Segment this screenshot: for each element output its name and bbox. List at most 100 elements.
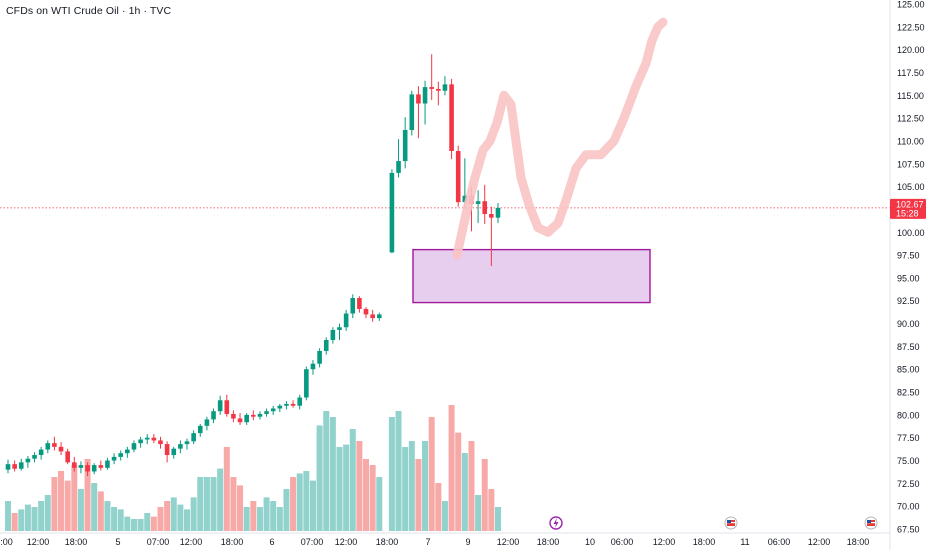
time-tick-label: 12:00 xyxy=(27,537,50,547)
lightning-glyph xyxy=(553,518,559,528)
volume-bar xyxy=(157,507,164,531)
time-tick-label: 9 xyxy=(465,537,470,547)
candle-body xyxy=(144,437,150,440)
volume-bar xyxy=(303,471,310,531)
candle-body xyxy=(402,130,408,162)
volume-bar xyxy=(336,447,343,531)
volume-bar xyxy=(77,489,84,531)
time-tick-label: 18:00 xyxy=(847,537,870,547)
price-tick-label: 80.00 xyxy=(897,410,920,420)
candle-body xyxy=(429,87,434,89)
volume-bar xyxy=(455,432,462,531)
volume-bar xyxy=(210,477,217,531)
candle-body xyxy=(270,408,276,412)
flag-canton xyxy=(727,520,731,523)
candle-body xyxy=(337,327,342,330)
candle-body xyxy=(304,369,309,398)
time-tick-label: 18:00 xyxy=(65,537,88,547)
candle-body xyxy=(462,195,468,203)
time-tick-label: 10 xyxy=(585,537,595,547)
volume-bar xyxy=(197,477,204,531)
time-tick-label: 7:00 xyxy=(0,537,13,547)
projection-path-layer[interactable] xyxy=(452,17,668,260)
price-tick-label: 107.50 xyxy=(897,159,925,169)
volume-bar xyxy=(190,497,197,531)
candle-body xyxy=(58,446,64,452)
candle-body xyxy=(125,449,130,454)
volume-bar xyxy=(494,507,501,531)
price-tick-label: 110.00 xyxy=(897,136,924,146)
volume-bar xyxy=(408,441,415,531)
candle-body xyxy=(197,425,203,434)
candle-body xyxy=(85,465,90,472)
price-tick-label: 67.50 xyxy=(897,525,920,535)
price-axis[interactable]: 125.00 122.50 120.00 117.50 115.00 112.50 110.… xyxy=(889,0,925,550)
candle-body xyxy=(191,433,196,442)
volume-bar xyxy=(402,447,409,531)
volume-bar xyxy=(283,489,290,531)
candle-body xyxy=(482,201,488,214)
volume-bar xyxy=(296,473,303,531)
time-tick-label: 12:00 xyxy=(180,537,203,547)
volume-bar xyxy=(481,459,488,531)
volume-bar xyxy=(18,509,25,531)
time-tick-label: 07:00 xyxy=(301,537,324,547)
time-axis[interactable]: 7:00 12:00 18:00 5 07:00 12:00 18:00 6 07:00 12:0… xyxy=(0,532,890,547)
event-icons xyxy=(549,516,878,530)
demand-zone-layer[interactable] xyxy=(412,248,651,304)
volume-bar xyxy=(256,507,263,531)
candle-body xyxy=(409,94,415,130)
volume-bar xyxy=(415,459,422,531)
volume-bar xyxy=(230,477,237,531)
candle-body xyxy=(436,88,441,91)
volume-bar xyxy=(263,497,270,531)
price-tick-label: 105.00 xyxy=(897,182,925,192)
candle-body xyxy=(449,84,454,151)
candle-body xyxy=(5,464,11,470)
volume-bar xyxy=(270,501,277,531)
candle-body xyxy=(422,87,428,104)
candle-body xyxy=(52,443,57,447)
volume-bar xyxy=(376,477,383,531)
candle-body xyxy=(111,456,117,461)
candle-body xyxy=(495,207,501,218)
volume-bar xyxy=(137,519,144,531)
volume-bar xyxy=(24,504,31,531)
volume-bar xyxy=(343,444,350,531)
demand-zone[interactable] xyxy=(412,248,651,304)
price-tick-label: 112.50 xyxy=(897,114,924,124)
volume-bar xyxy=(11,513,18,531)
candle-body xyxy=(455,151,461,203)
volume-bar xyxy=(461,453,468,531)
candle-body xyxy=(237,418,243,423)
price-tick-label: 100.00 xyxy=(897,228,925,238)
volume-bar xyxy=(441,501,448,531)
price-tick-label: 122.50 xyxy=(897,22,925,32)
candle-body xyxy=(251,414,256,417)
candle-body xyxy=(442,84,448,91)
candle-body xyxy=(363,308,369,315)
candle-body xyxy=(297,397,303,406)
volume-bar xyxy=(363,459,370,531)
volume-bar xyxy=(309,480,316,531)
volume-bar xyxy=(223,447,230,531)
candle-body xyxy=(217,400,223,412)
volume-bar xyxy=(448,405,455,531)
volume-bar xyxy=(170,497,177,531)
volume-bar xyxy=(31,507,38,531)
flag-canton xyxy=(867,520,871,523)
volume-bar xyxy=(150,516,157,531)
candle-body xyxy=(211,411,216,420)
volume-bar xyxy=(329,417,336,531)
chart-title: CFDs on WTI Crude Oil · 1h · TVC xyxy=(6,5,172,17)
volume-bar xyxy=(51,477,58,531)
projection-path[interactable] xyxy=(452,17,668,260)
time-tick-label: 5 xyxy=(115,537,120,547)
price-tick-label: 90.00 xyxy=(897,319,920,329)
volume-bar xyxy=(488,489,495,531)
volume-bar xyxy=(38,501,45,531)
candle-body xyxy=(264,411,269,414)
time-tick-label: 18:00 xyxy=(537,537,560,547)
